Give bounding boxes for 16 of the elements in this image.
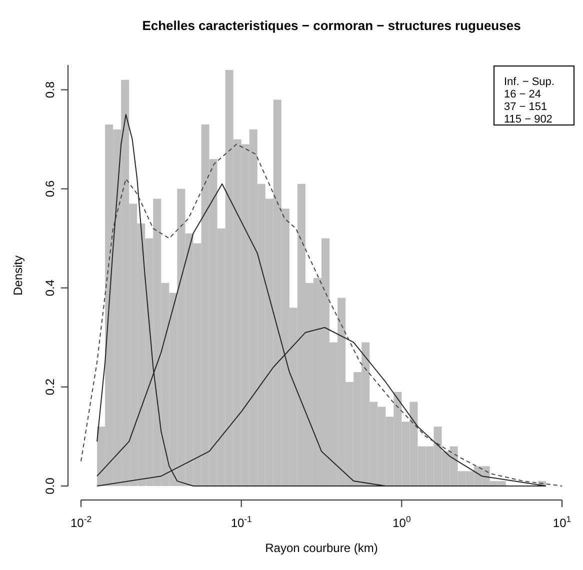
y-tick-label: 0.0 [43,477,57,494]
chart-title: Echelles caracteristiques − cormoran − structures rugueuses [142,18,521,33]
x-tick-label: 10$^{-2}$ [70,514,92,530]
x-tick-label: 10$^{0}$ [392,514,411,530]
y-tick-label: 0.8 [43,81,57,98]
annotation: 115 − 902 [504,114,552,126]
y-tick-label: 0.4 [43,279,57,296]
annotation: 37 − 151 [504,101,548,113]
y-tick-label: 0.6 [43,180,57,198]
x-tick-label: 10$^{-1}$ [230,514,252,530]
y-tick-label: 0.2 [43,378,57,396]
annotation: 16 − 24 [504,88,542,100]
x-axis-title: Rayon courbure (km) [265,541,378,555]
annotation: Inf. − Sup. [504,76,554,88]
y-axis-title: Density [11,255,25,296]
x-tick-label: 10$^{1}$ [552,514,572,530]
